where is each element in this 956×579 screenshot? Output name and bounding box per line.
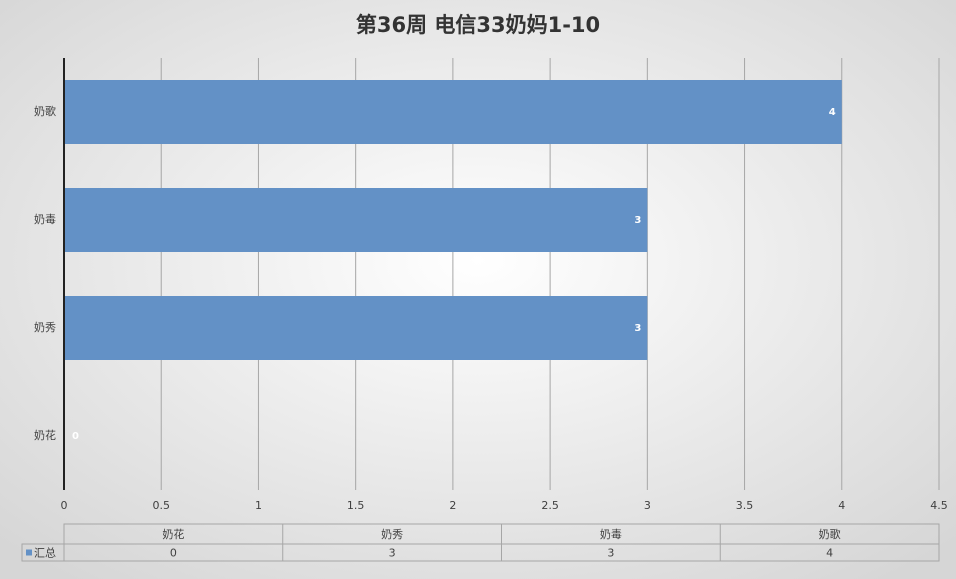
data-label: 3 (634, 323, 641, 334)
data-label: 4 (829, 107, 836, 118)
x-tick-label: 2.5 (541, 499, 559, 512)
chart-title: 第36周 电信33奶妈1-10 (356, 13, 600, 37)
table-header: 奶毒 (600, 527, 622, 541)
x-tick-label: 1.5 (347, 499, 365, 512)
table-header: 奶花 (162, 527, 184, 541)
bar (64, 188, 648, 252)
data-label: 0 (72, 431, 79, 442)
bar (64, 296, 648, 360)
y-tick-label: 奶花 (34, 428, 56, 442)
table-value: 4 (826, 547, 833, 560)
x-tick-label: 3.5 (736, 499, 754, 512)
x-tick-label: 4.5 (930, 499, 948, 512)
y-tick-label: 奶秀 (34, 320, 56, 334)
table-legend-cell (21, 543, 65, 562)
x-tick-label: 2 (449, 499, 456, 512)
x-tick-label: 4 (838, 499, 845, 512)
y-tick-label: 奶歌 (34, 104, 56, 118)
x-tick-label: 0.5 (152, 499, 170, 512)
legend-marker (26, 549, 32, 556)
y-tick-label: 奶毒 (34, 212, 56, 226)
table-value: 3 (607, 547, 614, 560)
bar (64, 80, 842, 144)
table-header: 奶歌 (819, 527, 841, 541)
x-tick-label: 0 (61, 499, 68, 512)
data-label: 3 (634, 215, 641, 226)
table-header: 奶秀 (381, 527, 403, 541)
x-tick-label: 1 (255, 499, 262, 512)
table-value: 0 (170, 547, 177, 560)
table-value: 3 (389, 547, 396, 560)
legend-label: 汇总 (34, 546, 56, 560)
x-tick-label: 3 (644, 499, 651, 512)
